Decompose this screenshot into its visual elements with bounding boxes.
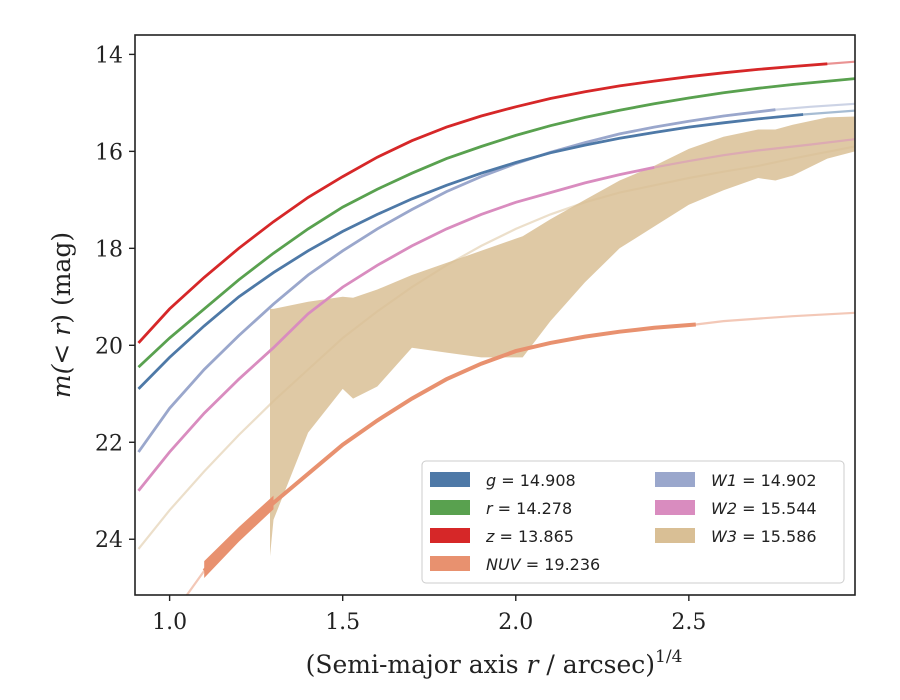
y-tick-label: 18 (95, 237, 123, 262)
y-tick-label: 20 (95, 334, 123, 359)
y-axis-ticks: 14 16 18 20 22 24 (95, 43, 135, 553)
legend-label-w1: W1 = 14.902 (711, 471, 817, 490)
legend-band-value: = 14.278 (493, 499, 573, 518)
legend-swatch-z (430, 528, 470, 543)
legend-band-value: = 13.865 (494, 527, 574, 546)
legend-band-name: r (486, 499, 494, 518)
plot-frame (134, 34, 856, 596)
legend-band-value: = 15.586 (737, 527, 817, 546)
x-tick-label: 2.5 (671, 610, 706, 635)
x-tick-label: 1.0 (152, 610, 187, 635)
x-tick-label: 2.0 (498, 610, 533, 635)
legend-band-value: = 15.544 (737, 499, 817, 518)
legend-label-r: r = 14.278 (486, 499, 572, 518)
y-axis-label: m(< r) (mag) (47, 232, 76, 398)
legend-label-w3: W3 = 15.586 (711, 527, 817, 546)
legend-band-value: = 19.236 (521, 555, 601, 574)
series-w3-band (270, 116, 855, 557)
legend-band-name: g (486, 471, 496, 490)
legend-swatch-w3 (655, 528, 695, 543)
x-axis-label-exponent: 1/4 (655, 647, 682, 667)
legend-band-name: W3 (711, 527, 737, 546)
x-tick-label: 1.5 (325, 610, 360, 635)
series-nuv-measured-curve (202, 322, 696, 573)
legend-swatch-w1 (655, 472, 695, 487)
legend-label-z: z = 13.865 (485, 527, 574, 546)
legend-swatch-r (430, 500, 470, 515)
y-tick-label: 24 (95, 528, 123, 553)
y-axis-label-lt: < (47, 336, 76, 365)
series-g-measured-curve (137, 113, 804, 390)
series-z-measured-curve (137, 62, 828, 344)
legend-swatch-w2 (655, 500, 695, 515)
legend-frame (421, 460, 845, 584)
x-axis-label: (Semi-major axis r / arcsec)1/4 (306, 647, 683, 679)
series-w2-measured-curve (137, 166, 655, 492)
legend-label-w2: W2 = 15.544 (711, 499, 817, 518)
x-axis-label-unit: / arcsec) (538, 650, 655, 679)
legend-band-value: = 14.902 (737, 471, 817, 490)
x-axis-label-text: (Semi-major axis (306, 650, 527, 679)
series-w1-measured-curve (137, 108, 776, 453)
legend-band-value: = 14.908 (496, 471, 576, 490)
x-axis-label-var: r (527, 650, 541, 679)
legend-label-g: g = 14.908 (486, 471, 576, 490)
y-axis-label-suffix: ) (mag) (47, 232, 76, 324)
y-tick-label: 16 (95, 140, 123, 165)
y-axis-label-prefix: m( (47, 363, 76, 398)
legend-band-name: NUV (486, 555, 522, 574)
legend-label-nuv: NUV = 19.236 (486, 555, 600, 574)
legend-swatch-nuv (430, 556, 470, 571)
series-r-measured-curve (137, 77, 855, 369)
y-tick-label: 14 (95, 43, 123, 68)
legend-band-name: W2 (711, 499, 737, 518)
legend-band-name: z (485, 527, 495, 546)
legend-band-name: W1 (711, 471, 737, 490)
x-axis-ticks: 1.0 1.5 2.0 2.5 (152, 595, 706, 635)
y-axis-label-var: r (47, 322, 76, 336)
plot-area (137, 60, 855, 595)
y-tick-label: 22 (95, 431, 123, 456)
legend-swatch-g (430, 472, 470, 487)
